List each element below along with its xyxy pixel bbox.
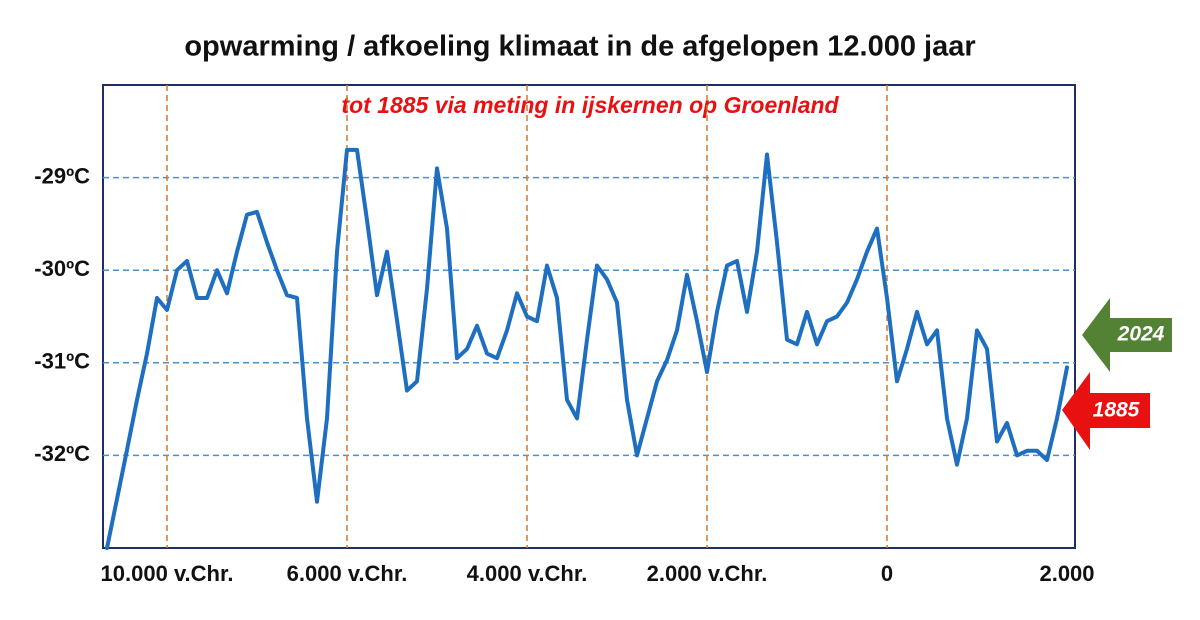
plot-frame (102, 84, 1076, 549)
arrow-shape (1062, 372, 1150, 450)
x-tick-label: 10.000 v.Chr. (101, 561, 234, 586)
y-tick-label: -30ºC (34, 256, 90, 281)
x-tick-label: 6.000 v.Chr. (287, 561, 408, 586)
arrow-1885: 1885 (1062, 372, 1150, 450)
annotation-label: 2024 (1117, 323, 1165, 346)
x-tick-label: 4.000 v.Chr. (467, 561, 588, 586)
annotation-label: 1885 (1093, 399, 1140, 422)
data-line (105, 147, 1069, 550)
y-tick-label: -32ºC (34, 441, 90, 466)
chart-title: opwarming / afkoeling klimaat in de afge… (184, 31, 975, 63)
x-tick-label: 2.000 v.Chr. (647, 561, 768, 586)
x-tick-label: 2.000 (1039, 561, 1094, 586)
arrow-2024: 2024 (1082, 298, 1172, 372)
arrow-shape (1082, 298, 1172, 372)
subtitle: tot 1885 via meting in ijskernen op Groe… (341, 92, 839, 118)
y-tick-label: -29ºC (34, 163, 90, 188)
y-tick-label: -31ºC (34, 349, 90, 374)
x-tick-label: 0 (881, 561, 893, 586)
